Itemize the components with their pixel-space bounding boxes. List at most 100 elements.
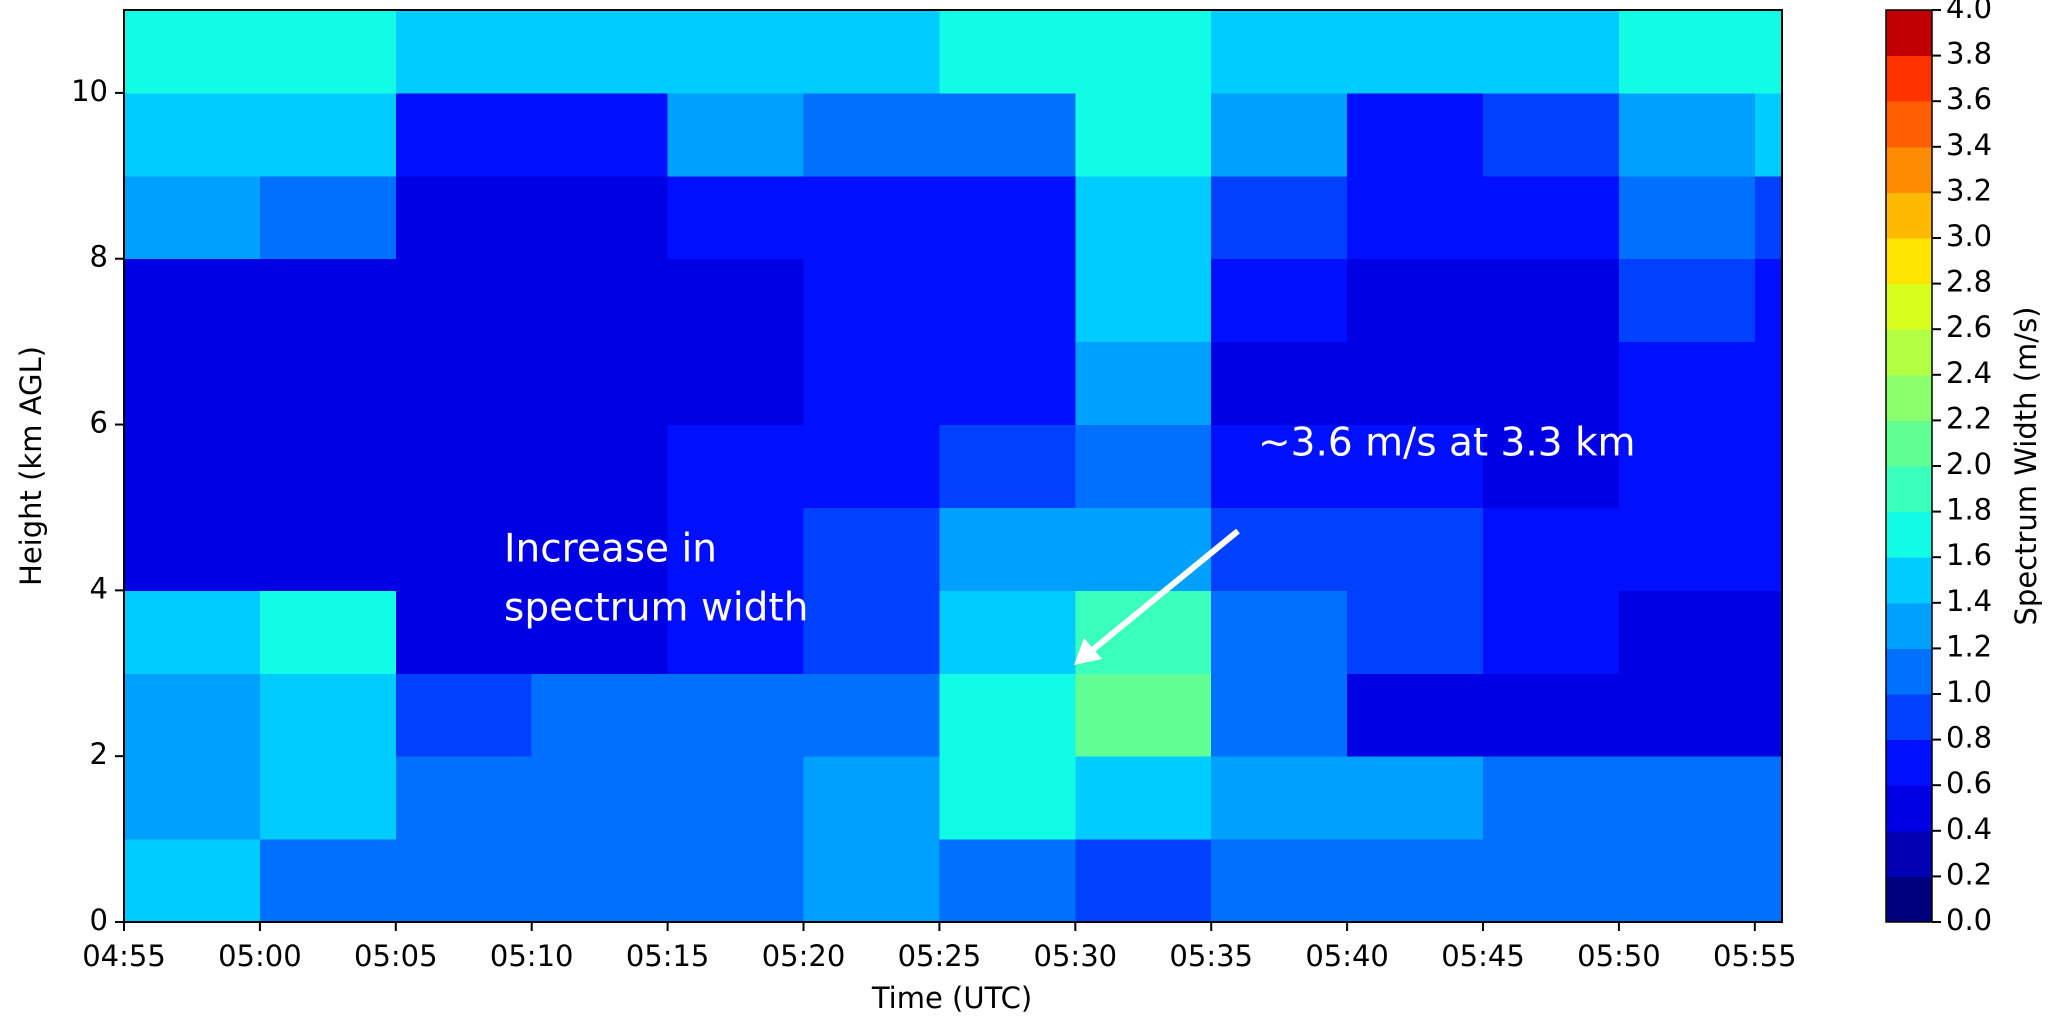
heatmap-cell — [667, 424, 805, 508]
heatmap-cell — [124, 590, 261, 674]
heatmap-cell — [667, 175, 805, 260]
heatmap-cell — [1347, 92, 1484, 177]
colorbar-tick-label: 2.0 — [1946, 447, 1992, 481]
annotation: spectrum width — [504, 586, 808, 631]
heatmap-cell — [1347, 175, 1484, 260]
x-tick-label: 04:55 — [82, 939, 166, 973]
heatmap-cell — [1211, 756, 1348, 840]
x-tick-label: 05:20 — [762, 939, 846, 973]
y-tick-label: 10 — [71, 74, 108, 108]
colorbar-tick-label: 2.8 — [1946, 265, 1992, 299]
heatmap-cell — [939, 341, 1076, 426]
heatmap-cell — [1211, 590, 1348, 674]
heatmap-cell — [1075, 10, 1212, 94]
heatmap-cell — [1211, 424, 1348, 508]
heatmap-cell — [1347, 590, 1484, 674]
heatmap-cell — [259, 507, 397, 591]
y-tick-label: 4 — [90, 571, 108, 605]
heatmap-cell — [1075, 507, 1212, 591]
heatmap-cell — [939, 756, 1076, 840]
heatmap-cell — [1618, 590, 1756, 674]
colorbar-tick-label: 3.8 — [1946, 37, 1992, 71]
colorbar-segment — [1886, 602, 1932, 649]
x-tick-label: 05:35 — [1169, 939, 1253, 973]
heatmap-cell — [667, 839, 805, 923]
heatmap-cell — [395, 175, 533, 260]
heatmap-cell — [667, 10, 805, 94]
heatmap-cell — [259, 341, 397, 426]
colorbar-segment — [1886, 557, 1932, 604]
colorbar-segment — [1886, 374, 1932, 421]
colorbar-tick-label: 1.0 — [1946, 675, 1992, 709]
heatmap-cell — [395, 507, 533, 591]
heatmap-cell — [803, 258, 940, 343]
heatmap-cell — [124, 10, 261, 94]
heatmap-cell — [124, 756, 261, 840]
heatmap-cell — [667, 507, 805, 591]
colorbar-tick-label: 3.6 — [1946, 82, 1992, 116]
heatmap-cell — [531, 839, 669, 923]
heatmap-cell — [939, 839, 1076, 923]
y-tick-label: 8 — [90, 240, 108, 274]
y-axis-label: Height (km AGL) — [14, 346, 48, 586]
heatmap-cell — [1347, 673, 1484, 757]
colorbar-tick-label: 2.4 — [1946, 356, 1992, 390]
x-axis-label: Time (UTC) — [871, 981, 1032, 1015]
heatmap-cell — [259, 839, 397, 923]
annotation: ~3.6 m/s at 3.3 km — [1258, 421, 1636, 466]
heatmap-cell — [1347, 507, 1484, 591]
heatmap-cell — [667, 92, 805, 177]
heatmap-cell — [1754, 590, 1783, 674]
heatmap-cell — [259, 756, 397, 840]
colorbar-tick-label: 3.2 — [1946, 173, 1992, 207]
heatmap-cell — [1754, 424, 1783, 508]
heatmap-cell — [939, 507, 1076, 591]
heatmap-cell — [803, 92, 940, 177]
colorbar-segment — [1886, 238, 1932, 285]
heatmap-cell — [531, 10, 669, 94]
colorbar-segment — [1886, 329, 1932, 376]
heatmap-cell — [1754, 839, 1783, 923]
colorbar-segment — [1886, 876, 1932, 923]
heatmap-cell — [395, 92, 533, 177]
heatmap-cell — [803, 839, 940, 923]
heatmap-cell — [1618, 341, 1756, 426]
heatmap-cell — [1754, 507, 1783, 591]
heatmap-cell — [1483, 424, 1620, 508]
heatmap-cell — [803, 673, 940, 757]
heatmap-cell — [939, 175, 1076, 260]
x-tick-label: 05:45 — [1441, 939, 1525, 973]
colorbar-tick-label: 3.4 — [1946, 128, 1992, 162]
heatmap-cell — [1211, 839, 1348, 923]
heatmap-cell — [803, 424, 940, 508]
colorbar-tick-label: 0.4 — [1946, 812, 1992, 846]
heatmap-cell — [939, 590, 1076, 674]
heatmap-cell — [1618, 839, 1756, 923]
heatmap-cell — [1075, 341, 1212, 426]
y-tick-label: 2 — [90, 737, 108, 771]
heatmap-cell — [259, 92, 397, 177]
heatmap-cell — [1483, 258, 1620, 343]
heatmap-cell — [1075, 92, 1212, 177]
x-tick-label: 05:40 — [1305, 939, 1389, 973]
heatmap-cell — [395, 341, 533, 426]
heatmap-cell — [667, 341, 805, 426]
heatmap-cell — [531, 756, 669, 840]
heatmap-cell — [531, 424, 669, 508]
heatmap-cell — [1483, 756, 1620, 840]
heatmap-cell — [939, 92, 1076, 177]
heatmap-cell — [259, 673, 397, 757]
heatmap-cell — [1075, 175, 1212, 260]
heatmap-cell — [1483, 839, 1620, 923]
heatmap-cell — [1618, 756, 1756, 840]
heatmap-cell — [803, 341, 940, 426]
colorbar-tick-label: 0.2 — [1946, 857, 1992, 891]
heatmap-cell — [1483, 92, 1620, 177]
colorbar-tick-label: 0.0 — [1946, 903, 1992, 937]
colorbar-segment — [1886, 420, 1932, 467]
y-tick-label: 0 — [90, 903, 108, 937]
x-tick-label: 05:50 — [1577, 939, 1661, 973]
colorbar-label: Spectrum Width (m/s) — [2009, 307, 2043, 626]
heatmap-cell — [259, 175, 397, 260]
